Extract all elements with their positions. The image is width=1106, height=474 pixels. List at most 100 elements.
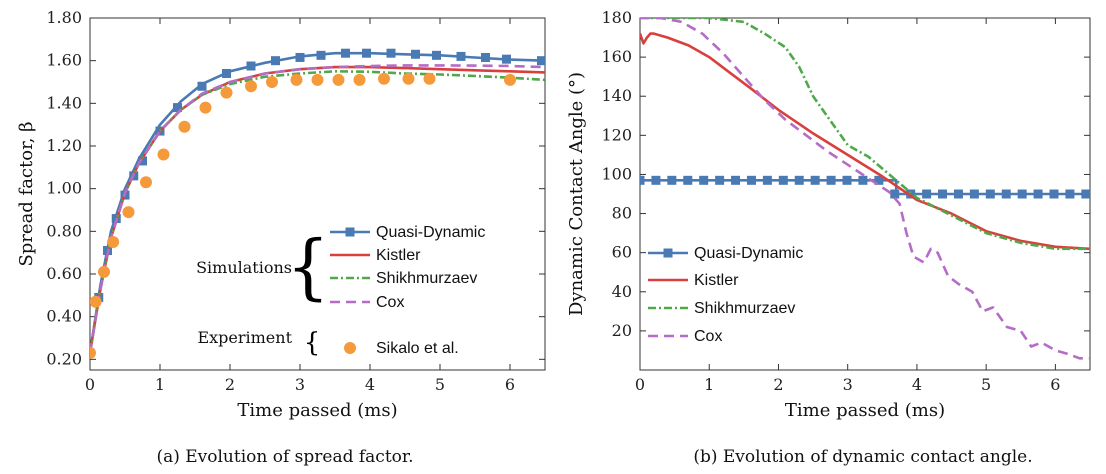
chart-a-x-tick-label: 1: [155, 375, 165, 394]
chart-b-point-quasi-dynamic: [906, 189, 916, 199]
chart-b-x-tick-label: 2: [773, 375, 783, 394]
chart-b-series-line-shikhmurzaev: [640, 18, 1090, 251]
chart-b-legend-marker-quasi-dynamic: [663, 248, 673, 258]
chart-b-x-axis-label: Time passed (ms): [785, 400, 945, 421]
chart-a-point-sikalo-et-al: [266, 76, 278, 88]
chart-b-point-quasi-dynamic: [1017, 189, 1027, 199]
chart-a-y-tick-label: 0.20: [46, 349, 82, 368]
chart-a-legend-entry-shikhmurzaev: Shikhmurzaev: [330, 270, 477, 287]
chart-b-x-tick-label: 6: [1050, 375, 1060, 394]
chart-b-point-quasi-dynamic: [985, 189, 995, 199]
chart-a-x-tick-label: 4: [365, 375, 375, 394]
chart-b-legend-entry-shikhmurzaev: Shikhmurzaev: [648, 300, 795, 317]
chart-a-point-quasi-dynamic: [197, 81, 207, 91]
chart-a-legend-marker-quasi-dynamic: [345, 227, 355, 237]
chart-a-legend-label-cox: Cox: [376, 294, 404, 311]
chart-a-legend-entry-kistler: Kistler: [330, 247, 421, 264]
chart-b-legend-entry-quasi-dynamic: Quasi-Dynamic: [648, 245, 803, 262]
chart-a-y-tick-label: 1.00: [46, 179, 82, 198]
chart-a-legend-label-sikalo-et-al: Sikalo et al.: [376, 340, 459, 357]
chart-b-y-tick-label: 80: [612, 204, 632, 223]
chart-a-legend-label-shikhmurzaev: Shikhmurzaev: [376, 270, 477, 287]
chart-b-y-tick-label: 40: [612, 282, 632, 301]
chart-b-point-quasi-dynamic: [922, 189, 932, 199]
chart-b-point-quasi-dynamic: [715, 175, 725, 185]
chart-b-point-quasi-dynamic: [667, 175, 677, 185]
chart-a-series-line-kistler: [90, 65, 545, 354]
chart-b-legend-label-quasi-dynamic: Quasi-Dynamic: [694, 245, 803, 262]
chart-a-point-quasi-dynamic: [411, 49, 420, 59]
chart-a-y-tick-label: 0.80: [46, 221, 82, 240]
chart-a-point-quasi-dynamic: [362, 48, 371, 58]
chart-b-point-quasi-dynamic: [858, 175, 868, 185]
chart-a-point-quasi-dynamic: [432, 50, 441, 60]
chart-a-legend-group-simulations: Simulations: [196, 258, 292, 277]
chart-a-point-quasi-dynamic: [502, 54, 511, 64]
chart-a-point-quasi-dynamic: [341, 48, 350, 58]
chart-b-point-quasi-dynamic: [651, 175, 661, 185]
chart-b-point-quasi-dynamic: [938, 189, 948, 199]
chart-a-y-tick-label: 1.20: [46, 136, 82, 155]
chart-a-point-sikalo-et-al: [290, 73, 303, 86]
chart-b-y-tick-label: 160: [601, 47, 632, 66]
chart-b-legend-label-shikhmurzaev: Shikhmurzaev: [694, 300, 795, 317]
chart-b-legend-entry-kistler: Kistler: [648, 272, 739, 289]
chart-a-point-quasi-dynamic: [456, 51, 466, 61]
chart-a-point-sikalo-et-al: [353, 73, 366, 86]
chart-b-point-quasi-dynamic: [683, 175, 693, 185]
chart-b-point-quasi-dynamic: [746, 175, 756, 185]
chart-b-x-tick-label: 0: [635, 375, 645, 394]
chart-b-point-quasi-dynamic: [826, 175, 836, 185]
chart-b-legend: Quasi-Dynamic Kistler Shikhmurzaev Cox: [648, 245, 803, 345]
chart-a-legend: Quasi-Dynamic Kistler Shikhmurzaev Cox Sikal…: [196, 224, 485, 358]
chart-b-point-quasi-dynamic: [1065, 189, 1075, 199]
chart-b-point-quasi-dynamic: [794, 175, 804, 185]
chart-a-point-sikalo-et-al: [90, 295, 102, 308]
chart-a-point-quasi-dynamic: [537, 56, 545, 66]
chart-b-point-quasi-dynamic: [874, 175, 884, 185]
chart-a-point-quasi-dynamic: [173, 103, 182, 113]
chart-a-point-sikalo-et-al: [122, 206, 135, 219]
chart-b-caption: (b) Evolution of dynamic contact angle.: [693, 447, 1032, 467]
chart-b-y-tick-label: 140: [601, 86, 632, 105]
chart-a-legend-label-quasi-dynamic: Quasi-Dynamic: [376, 224, 485, 241]
chart-a-caption: (a) Evolution of spread factor.: [156, 447, 413, 467]
chart-a-legend-label-kistler: Kistler: [376, 247, 421, 264]
chart-a-y-tick-label: 0.40: [46, 307, 82, 326]
chart-a-x-axis-label: Time passed (ms): [237, 400, 397, 421]
chart-b-x-tick-label: 5: [981, 375, 991, 394]
chart-b-x-tick-label: 3: [843, 375, 853, 394]
chart-b-point-quasi-dynamic: [842, 175, 852, 185]
chart-a-point-quasi-dynamic: [481, 52, 490, 62]
chart-b-point-quasi-dynamic: [1049, 189, 1059, 199]
chart-a-y-axis-label: Spread factor, β: [16, 121, 37, 266]
chart-b-y-tick-label: 20: [612, 321, 632, 340]
chart-a-series-line-cox: [90, 64, 545, 354]
chart-b-legend-entry-cox: Cox: [648, 328, 722, 345]
chart-a-series-line-shikhmurzaev: [90, 70, 545, 354]
chart-a-point-sikalo-et-al: [378, 72, 390, 85]
chart-a-y-tick-label: 1.60: [46, 51, 82, 70]
chart-a: 0 1 2 3 4 5 6 0.20 0.40 0.60 0.80 1.00 1.20 1.40 1.60 1…: [16, 8, 546, 467]
chart-a-point-quasi-dynamic: [222, 68, 231, 78]
chart-a-point-sikalo-et-al: [157, 148, 170, 161]
chart-b-y-tick-label: 100: [601, 164, 632, 183]
chart-b-y-tick-label: 60: [612, 243, 632, 262]
chart-a-point-sikalo-et-al: [245, 80, 257, 93]
chart-b-point-quasi-dynamic: [1081, 189, 1090, 199]
chart-a-legend-brace-experiment: {: [304, 328, 321, 358]
chart-a-x-tick-label: 2: [225, 375, 235, 394]
chart-a-y-tick-label: 1.80: [46, 8, 82, 27]
chart-a-point-sikalo-et-al: [140, 176, 152, 189]
chart-b-x-tick-label: 1: [704, 375, 714, 394]
chart-a-legend-entry-sikalo-et-al: Sikalo et al.: [344, 340, 459, 357]
chart-a-point-sikalo-et-al: [90, 346, 96, 359]
chart-a-frame: [89, 17, 546, 371]
chart-b-x-tick-label: 4: [912, 375, 922, 394]
chart-b: 0 1 2 3 4 5 6 20 40 60 80 100 120 140 160 180 Time pass…: [566, 8, 1091, 467]
chart-a-x-tick-label: 0: [85, 375, 95, 394]
chart-b-series-line-kistler: [640, 32, 1090, 251]
chart-a-point-sikalo-et-al: [199, 101, 212, 114]
chart-b-y-axis-label: Dynamic Contact Angle (°): [566, 72, 587, 316]
chart-b-point-quasi-dynamic: [1033, 189, 1043, 199]
